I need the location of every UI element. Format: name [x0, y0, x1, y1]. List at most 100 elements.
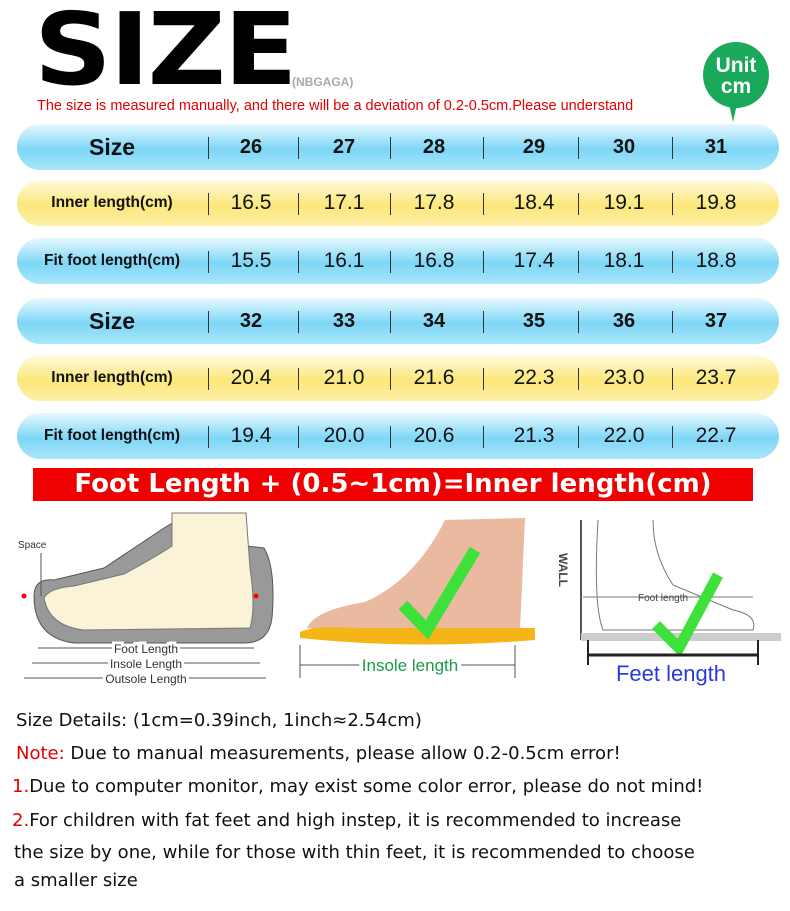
table-cell: 17.8: [413, 191, 455, 214]
row-label: Fit foot length(cm): [43, 427, 181, 444]
row-label: Size: [88, 308, 136, 334]
brand-label: (NBGAGA): [292, 75, 354, 89]
item-number: 2.: [12, 810, 30, 831]
table-row: Size 26 27 28 29 30 31: [17, 124, 779, 170]
feet-length-diagram: WALL Foot length Feet length: [556, 519, 781, 686]
row-label: Inner length(cm): [51, 194, 173, 211]
table-cell: 20.0: [323, 424, 365, 447]
size-details: Size Details: (1cm=0.39inch, 1inch≈2.54c…: [16, 710, 422, 731]
column-divider: [208, 368, 209, 390]
space-label: Space: [18, 540, 47, 551]
table-row: Inner length(cm) 20.4 21.0 21.6 22.3 23.0 23.7: [17, 355, 779, 401]
table-cell: 36: [612, 310, 636, 332]
table-cell: 20.6: [413, 424, 455, 447]
table-cell: 22.3: [513, 366, 555, 389]
column-divider: [208, 137, 209, 159]
column-divider: [298, 193, 299, 215]
feet-length-caption: Feet length: [616, 661, 726, 686]
note-item-1: 1.Due to computer monitor, may exist som…: [12, 776, 703, 797]
column-divider: [208, 193, 209, 215]
table-cell: 17.4: [513, 249, 555, 272]
item-number: 1.: [12, 776, 30, 797]
formula-banner: Foot Length + (0.5~1cm)=Inner length(cm): [33, 468, 753, 501]
unit-value: cm: [720, 75, 752, 98]
table-cell: 18.8: [695, 249, 737, 272]
column-divider: [390, 251, 391, 273]
column-divider: [208, 311, 209, 333]
table-row: Inner length(cm) 16.5 17.1 17.8 18.4 19.1 19.8: [17, 180, 779, 226]
table-cell: 19.4: [230, 424, 272, 447]
shoe-diagram: Space Foot Length Insole Length Outsole …: [18, 512, 274, 689]
column-divider: [672, 311, 673, 333]
note-prefix: Note:: [16, 743, 65, 764]
page-title: SIZE: [34, 0, 298, 108]
column-divider: [390, 368, 391, 390]
table-cell: 32: [239, 310, 263, 332]
column-divider: [578, 193, 579, 215]
note-item-2: 2.For children with fat feet and high in…: [12, 810, 681, 831]
column-divider: [208, 426, 209, 448]
column-divider: [298, 311, 299, 333]
wall-label: WALL: [556, 553, 570, 587]
table-cell: 26: [239, 136, 263, 158]
insole-photo: Insole length: [299, 518, 535, 679]
column-divider: [390, 137, 391, 159]
table-row: Size 32 33 34 35 36 37: [17, 298, 779, 344]
column-divider: [298, 368, 299, 390]
table-cell: 19.1: [603, 191, 645, 214]
column-divider: [390, 311, 391, 333]
table-cell: 27: [332, 136, 356, 158]
column-divider: [578, 426, 579, 448]
note-line: Note: Due to manual measurements, please…: [16, 743, 621, 764]
column-divider: [390, 426, 391, 448]
note-item-2-line2: the size by one, while for those with th…: [14, 842, 695, 863]
table-cell: 31: [704, 136, 728, 158]
column-divider: [672, 251, 673, 273]
table-cell: 16.1: [323, 249, 365, 272]
column-divider: [298, 251, 299, 273]
deviation-note: The size is measured manually, and there…: [37, 98, 634, 114]
column-divider: [578, 251, 579, 273]
table-cell: 17.1: [323, 191, 365, 214]
table-cell: 20.4: [230, 366, 272, 389]
column-divider: [578, 137, 579, 159]
column-divider: [672, 137, 673, 159]
table-cell: 21.0: [323, 366, 365, 389]
table-cell: 34: [422, 310, 446, 332]
column-divider: [483, 426, 484, 448]
table-row: Fit foot length(cm) 19.4 20.0 20.6 21.3 22.0 2…: [17, 413, 779, 459]
table-cell: 15.5: [230, 249, 272, 272]
unit-label: Unit: [715, 54, 757, 77]
column-divider: [483, 311, 484, 333]
table-cell: 28: [422, 136, 446, 158]
outsole-length-label: Outsole Length: [105, 672, 186, 686]
column-divider: [578, 311, 579, 333]
column-divider: [672, 368, 673, 390]
table-cell: 33: [332, 310, 356, 332]
table-cell: 30: [612, 136, 636, 158]
table-cell: 16.5: [230, 191, 272, 214]
column-divider: [578, 368, 579, 390]
table-cell: 22.7: [695, 424, 737, 447]
unit-badge: Unit cm: [703, 42, 769, 122]
insole-length-caption: Insole length: [362, 656, 458, 675]
table-cell: 16.8: [413, 249, 455, 272]
table-row: Fit foot length(cm) 15.5 16.1 16.8 17.4 18.1 1…: [17, 238, 779, 284]
foot-length-label: Foot Length: [114, 642, 178, 656]
insole-length-label: Insole Length: [110, 657, 182, 671]
row-label: Inner length(cm): [51, 369, 173, 386]
table-cell: 22.0: [603, 424, 645, 447]
table-cell: 23.0: [603, 366, 645, 389]
foot-length-small-label: Foot length: [638, 593, 688, 604]
note-text: Due to manual measurements, please allow…: [64, 743, 621, 764]
column-divider: [298, 137, 299, 159]
column-divider: [483, 368, 484, 390]
row-label: Fit foot length(cm): [43, 252, 181, 269]
item-text: Due to computer monitor, may exist some …: [29, 776, 704, 797]
column-divider: [390, 193, 391, 215]
row-label: Size: [88, 134, 136, 160]
note-item-2-line3: a smaller size: [14, 870, 138, 891]
table-cell: 18.4: [513, 191, 555, 214]
column-divider: [672, 426, 673, 448]
table-cell: 18.1: [603, 249, 645, 272]
